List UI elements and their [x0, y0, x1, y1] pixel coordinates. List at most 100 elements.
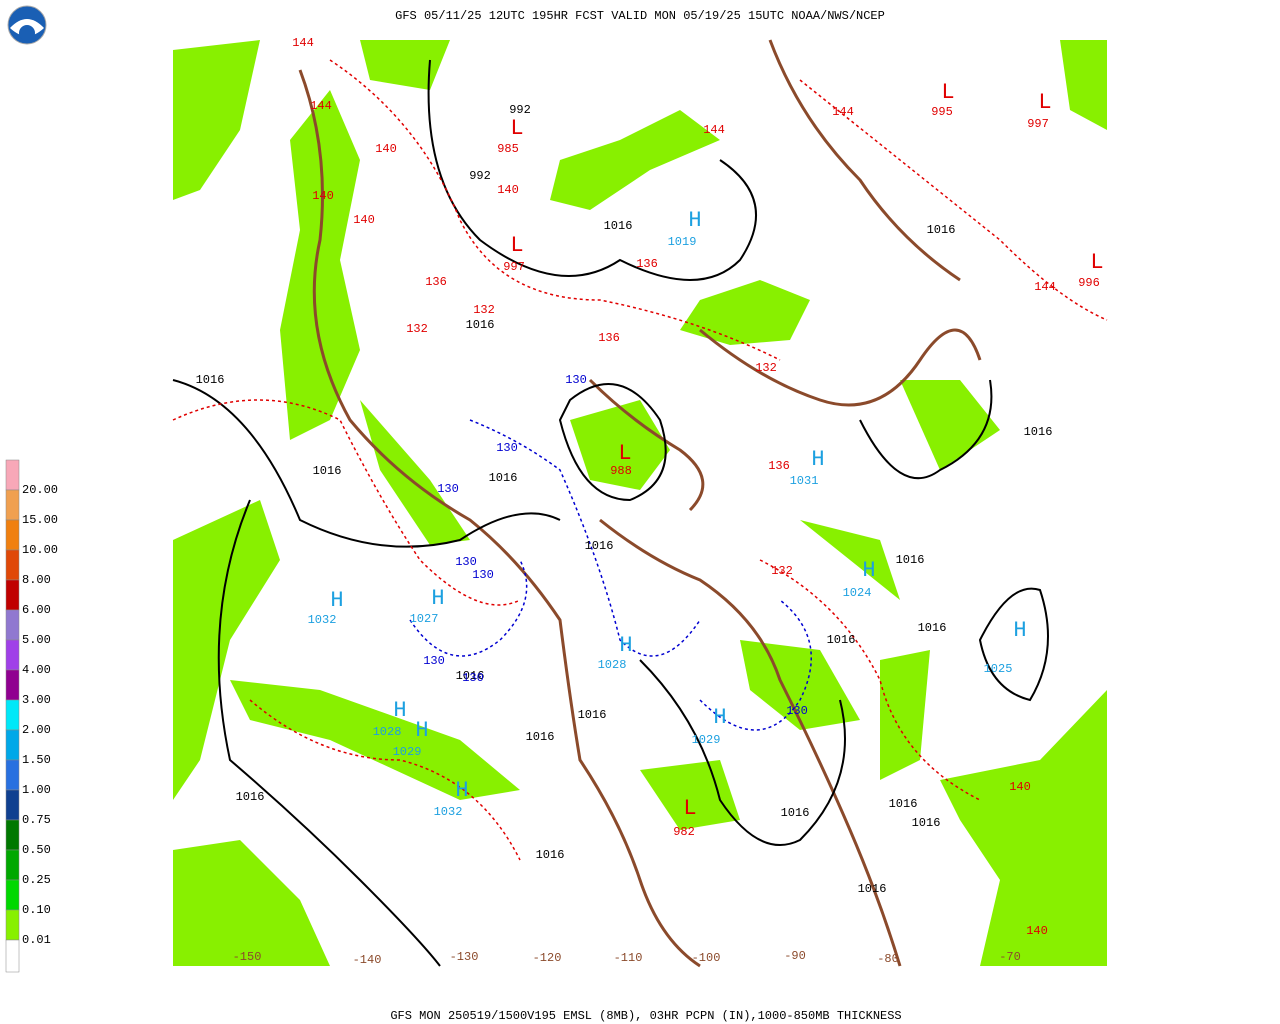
thickness-label: 144	[310, 99, 332, 113]
legend-swatch	[5, 909, 20, 941]
isobar-label: 1016	[585, 539, 614, 553]
cold-label: 130	[472, 568, 494, 582]
center-value: 1019	[668, 235, 697, 249]
coastline	[298, 69, 701, 968]
precip-area	[550, 110, 720, 210]
isobar-label: 1016	[927, 223, 956, 237]
cold-label: 130	[565, 373, 587, 387]
thickness-label: 132	[406, 322, 428, 336]
center-symbol: H	[330, 588, 343, 613]
center-symbol: H	[455, 778, 468, 803]
isobar-label: 992	[509, 103, 531, 117]
center-symbol: L	[683, 796, 696, 821]
thickness-line	[172, 399, 521, 606]
longitude-label: -80	[877, 952, 899, 966]
isobar-label: 992	[469, 169, 491, 183]
thickness-label: 144	[1034, 280, 1056, 294]
isobar	[172, 379, 561, 548]
coastlines	[298, 39, 982, 968]
center-value: 995	[931, 105, 953, 119]
legend-label: 0.01	[22, 933, 51, 947]
isobar	[558, 383, 667, 502]
isobar	[978, 587, 1049, 702]
thickness-line	[329, 59, 781, 361]
legend: 20.00 15.00 10.00 8.00 6.00 5.00 4.00 3.00 2.00 1…	[5, 459, 58, 973]
legend-label: 0.75	[22, 813, 51, 827]
longitude-label: -150	[233, 950, 262, 964]
logo-wave	[19, 25, 35, 41]
isobar-label: 1016	[466, 318, 495, 332]
longitude-label: -90	[784, 949, 806, 963]
legend-swatch	[5, 879, 20, 911]
precipitation	[173, 40, 1107, 966]
coastline	[699, 328, 982, 407]
center-symbol: H	[393, 698, 406, 723]
center-symbol: H	[415, 718, 428, 743]
legend-label: 5.00	[22, 633, 51, 647]
legend-label: 0.25	[22, 873, 51, 887]
longitude-label: -140	[353, 953, 382, 967]
legend-label: 0.10	[22, 903, 51, 917]
center-symbol: H	[619, 633, 632, 658]
longitude-label: -110	[614, 951, 643, 965]
center-symbol: H	[713, 705, 726, 730]
precip-area	[800, 520, 900, 600]
precip-area	[360, 40, 450, 90]
precip-area	[1060, 40, 1107, 130]
center-value: 997	[503, 260, 525, 274]
legend-swatch	[5, 699, 20, 731]
cold-thickness-lines	[409, 419, 812, 731]
center-value: 988	[610, 464, 632, 478]
thickness-label: 144	[832, 105, 854, 119]
legend-label: 6.00	[22, 603, 51, 617]
legend-label: 20.00	[22, 483, 58, 497]
thickness-label: 136	[636, 257, 658, 271]
cold-line	[409, 559, 528, 657]
cold-label: 130	[462, 671, 484, 685]
legend-label: 0.50	[22, 843, 51, 857]
coastline	[588, 378, 705, 512]
precip-area	[173, 840, 330, 966]
thickness-label: 140	[497, 183, 519, 197]
center-symbol: H	[431, 586, 444, 611]
legend-swatch	[5, 669, 20, 701]
center-symbol: L	[1090, 250, 1103, 275]
legend-label: 15.00	[22, 513, 58, 527]
isobar-label: 1016	[489, 471, 518, 485]
legend-swatch	[5, 609, 20, 641]
cold-label: 130	[455, 555, 477, 569]
isobar-label: 1016	[236, 790, 265, 804]
center-symbol: H	[1013, 618, 1026, 643]
thickness-label: 140	[1009, 780, 1031, 794]
precip-area	[570, 400, 670, 490]
center-value: 1031	[790, 474, 819, 488]
legend-swatch	[5, 459, 20, 491]
center-value: 1028	[598, 658, 627, 672]
isobar-label: 1016	[858, 882, 887, 896]
cold-label: 130	[496, 441, 518, 455]
thickness-label: 132	[473, 303, 495, 317]
legend-swatch	[5, 519, 20, 551]
center-value: 1032	[308, 613, 337, 627]
center-value: 1029	[692, 733, 721, 747]
center-value: 1028	[373, 725, 402, 739]
legend-swatch	[5, 639, 20, 671]
thickness-label: 136	[768, 459, 790, 473]
center-symbol: L	[510, 233, 523, 258]
center-value: 985	[497, 142, 519, 156]
center-symbol: H	[862, 558, 875, 583]
thickness-label: 140	[353, 213, 375, 227]
isobar-label: 1016	[604, 219, 633, 233]
title: GFS 05/11/25 12UTC 195HR FCST VALID MON …	[395, 9, 885, 23]
precip-area	[640, 760, 740, 830]
thickness-label: 140	[375, 142, 397, 156]
longitude-label: -70	[999, 950, 1021, 964]
center-symbol: L	[510, 116, 523, 141]
precip-area	[740, 640, 860, 730]
precip-area	[940, 690, 1107, 966]
isobar-label: 1016	[912, 816, 941, 830]
legend-swatch	[5, 819, 20, 851]
cold-label: 130	[423, 654, 445, 668]
